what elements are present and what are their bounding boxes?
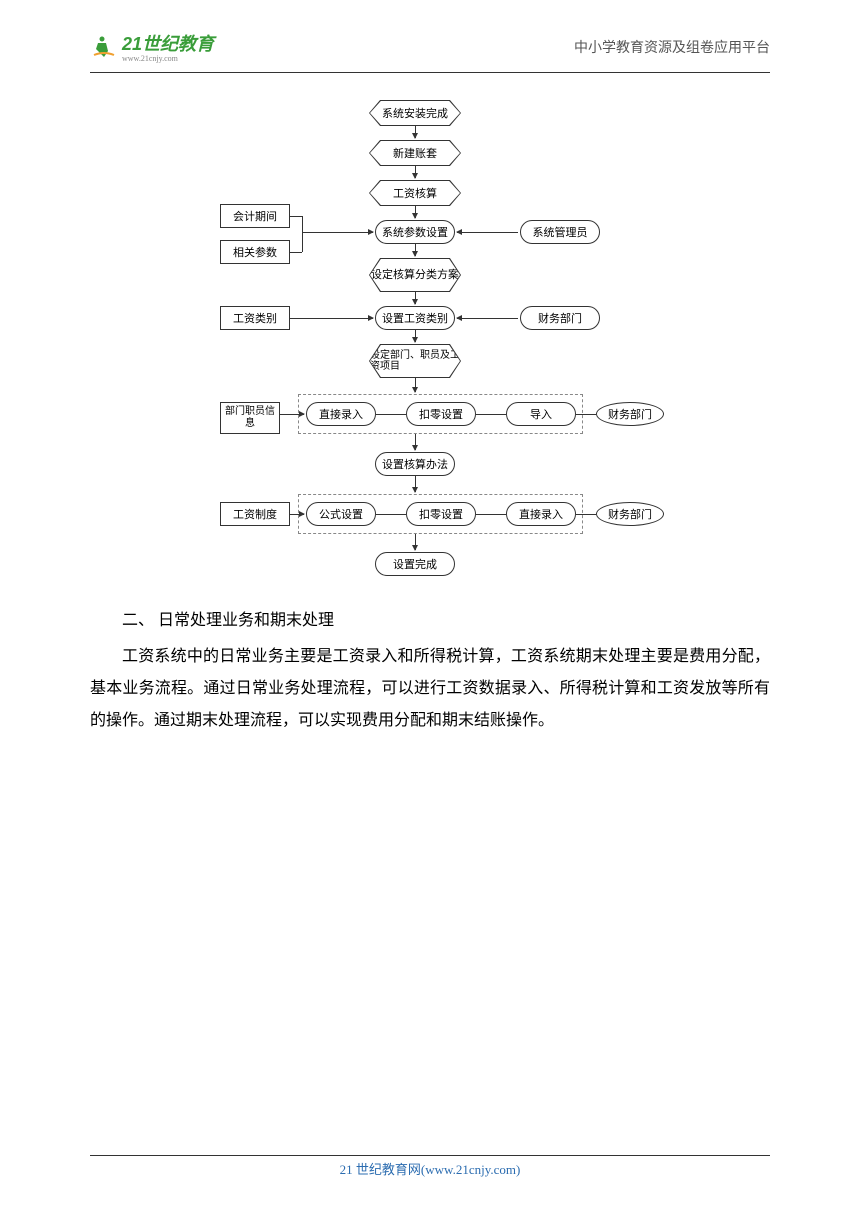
- connector: [376, 514, 406, 515]
- arrow: [290, 318, 373, 319]
- arrow: [290, 514, 304, 515]
- arrow: [415, 476, 416, 492]
- connector: [302, 216, 303, 252]
- node-finance-2: 财务部门: [596, 402, 664, 426]
- body-text: 二、 日常处理业务和期末处理 工资系统中的日常业务主要是工资录入和所得税计算，工…: [90, 605, 770, 737]
- arrow: [415, 166, 416, 178]
- node-sys-params: 系统参数设置: [375, 220, 455, 244]
- arrow: [457, 318, 518, 319]
- arrow: [415, 330, 416, 342]
- footer-divider: [90, 1155, 770, 1156]
- node-salary-category: 设置工资类别: [375, 306, 455, 330]
- node-zero-setting-2: 扣零设置: [406, 502, 476, 526]
- header-right-text: 中小学教育资源及组卷应用平台: [574, 37, 770, 57]
- connector: [290, 252, 302, 253]
- node-finance-1: 财务部门: [520, 306, 600, 330]
- node-accounting-period: 会计期间: [220, 204, 290, 228]
- node-dept-info: 部门职员信息: [220, 402, 280, 434]
- arrow: [415, 292, 416, 304]
- arrow: [415, 534, 416, 550]
- body-paragraph: 工资系统中的日常业务主要是工资录入和所得税计算，工资系统期末处理主要是费用分配，…: [90, 641, 770, 737]
- node-zero-setting-1: 扣零设置: [406, 402, 476, 426]
- arrow: [415, 206, 416, 218]
- footer-text: 21 世纪教育网(www.21cnjy.com): [0, 1159, 860, 1178]
- node-sysadmin: 系统管理员: [520, 220, 600, 244]
- node-setup-done: 设置完成: [375, 552, 455, 576]
- node-import: 导入: [506, 402, 576, 426]
- node-formula: 公式设置: [306, 502, 376, 526]
- connector: [290, 216, 302, 217]
- header-divider: [90, 72, 770, 73]
- node-salary-system: 工资制度: [220, 502, 290, 526]
- flowchart: 系统安装完成 新建账套 工资核算 系统参数设置 会计期间 相关参数 系统管理员 …: [220, 96, 680, 596]
- node-new-account: 新建账套: [369, 140, 461, 166]
- node-calc-method: 设置核算办法: [375, 452, 455, 476]
- arrow: [415, 244, 416, 256]
- section-heading: 二、 日常处理业务和期末处理: [90, 605, 770, 637]
- page-header: 21世纪教育 www.21cnjy.com 中小学教育资源及组卷应用平台: [0, 30, 860, 63]
- arrow: [415, 434, 416, 450]
- node-finance-3: 财务部门: [596, 502, 664, 526]
- connector: [376, 414, 406, 415]
- arrow: [415, 126, 416, 138]
- logo-icon: [90, 33, 118, 61]
- node-direct-input-2: 直接录入: [506, 502, 576, 526]
- node-set-classification: 设定核算分类方案: [369, 258, 461, 292]
- node-system-install: 系统安装完成: [369, 100, 461, 126]
- arrow: [457, 232, 518, 233]
- connector: [576, 414, 596, 415]
- connector: [476, 414, 506, 415]
- logo: 21世纪教育 www.21cnjy.com: [90, 30, 214, 63]
- arrow: [280, 414, 304, 415]
- node-direct-input-1: 直接录入: [306, 402, 376, 426]
- arrow: [415, 378, 416, 392]
- arrow: [302, 232, 373, 233]
- node-set-dept: 设定部门、职员及工资项目: [369, 344, 461, 378]
- logo-text-wrap: 21世纪教育 www.21cnjy.com: [122, 30, 214, 63]
- logo-text: 21世纪教育: [122, 30, 214, 56]
- connector: [576, 514, 596, 515]
- node-salary-calc: 工资核算: [369, 180, 461, 206]
- node-related-params: 相关参数: [220, 240, 290, 264]
- node-salary-category-left: 工资类别: [220, 306, 290, 330]
- connector: [476, 514, 506, 515]
